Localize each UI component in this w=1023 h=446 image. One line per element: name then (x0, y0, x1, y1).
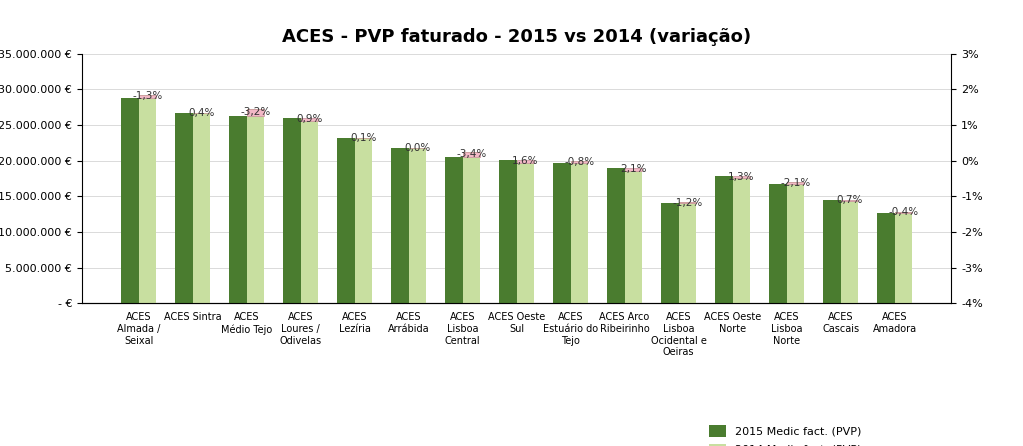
Bar (678, 202, 696, 303)
Text: 0,1%: 0,1% (350, 133, 376, 143)
Bar (283, 118, 301, 303)
Text: -0,4%: -0,4% (888, 207, 919, 217)
Bar (787, 182, 804, 184)
Text: 0,4%: 0,4% (188, 108, 215, 118)
Text: 0,9%: 0,9% (296, 114, 322, 124)
Bar (247, 109, 264, 116)
Title: ACES - PVP faturado - 2015 vs 2014 (variação): ACES - PVP faturado - 2015 vs 2014 (vari… (282, 29, 751, 46)
Bar (894, 212, 911, 303)
Bar (462, 152, 480, 157)
Bar (355, 138, 372, 303)
Bar (732, 178, 750, 303)
Bar (625, 168, 641, 170)
Bar (553, 163, 571, 303)
Bar (841, 200, 858, 201)
Bar (301, 120, 318, 303)
Bar (499, 160, 517, 303)
Bar (338, 138, 355, 303)
Bar (841, 201, 858, 303)
Bar (192, 113, 210, 303)
Bar (139, 95, 155, 303)
Text: -1,3%: -1,3% (132, 91, 163, 101)
Text: -1,2%: -1,2% (672, 198, 703, 208)
Bar (878, 213, 894, 303)
Text: 1,3%: 1,3% (728, 172, 755, 182)
Text: -3,2%: -3,2% (240, 107, 270, 117)
Bar (392, 149, 408, 303)
Bar (122, 98, 139, 303)
Bar (408, 149, 426, 303)
Bar (517, 160, 534, 163)
Bar (661, 203, 678, 303)
Bar (608, 168, 625, 303)
Bar (625, 170, 641, 303)
Text: 2,1%: 2,1% (620, 164, 647, 174)
Bar (769, 184, 787, 303)
Text: -2,1%: -2,1% (781, 178, 810, 188)
Bar (678, 202, 696, 203)
Bar (894, 212, 911, 213)
Bar (715, 176, 732, 303)
Text: -0,8%: -0,8% (565, 157, 594, 167)
Bar (139, 95, 155, 98)
Bar (175, 113, 192, 303)
Text: 0,7%: 0,7% (836, 195, 862, 205)
Bar (229, 116, 247, 303)
Bar (787, 182, 804, 303)
Text: 1,6%: 1,6% (512, 156, 538, 166)
Bar (517, 163, 534, 303)
Bar (824, 200, 841, 303)
Bar (571, 161, 588, 303)
Text: -3,4%: -3,4% (456, 149, 486, 160)
Bar (301, 118, 318, 120)
Text: 0,0%: 0,0% (404, 144, 431, 153)
Bar (732, 176, 750, 178)
Legend: 2015 Medic fact. (PVP), 2014 Medic fact. (PVP), Variação Homóloga Medic fact. (P: 2015 Medic fact. (PVP), 2014 Medic fact.… (705, 421, 946, 446)
Bar (247, 109, 264, 303)
Bar (571, 161, 588, 163)
Bar (445, 157, 462, 303)
Bar (462, 152, 480, 303)
